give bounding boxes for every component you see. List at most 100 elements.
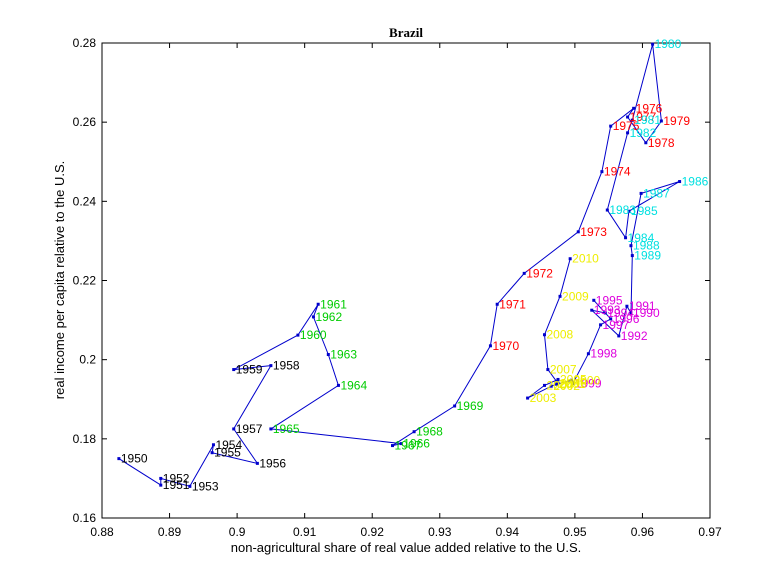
year-label-1995: 1995: [596, 293, 623, 307]
data-point-2010: [568, 257, 572, 261]
y-tick-label: 0.28: [73, 36, 97, 50]
data-point-1975: [609, 124, 613, 128]
year-label-1983: 1983: [609, 203, 636, 217]
data-point-1972: [522, 271, 526, 275]
data-point-1984: [624, 236, 628, 240]
year-label-1978: 1978: [648, 136, 675, 150]
year-label-1979: 1979: [663, 114, 690, 128]
year-label-2005: 2005: [560, 372, 587, 386]
data-point-2000: [570, 378, 574, 382]
year-label-1971: 1971: [499, 297, 526, 311]
data-point-1997: [599, 323, 603, 327]
year-label-1996: 1996: [613, 312, 640, 326]
x-tick-label: 0.88: [90, 525, 114, 539]
data-point-1990: [629, 311, 633, 315]
year-label-1950: 1950: [121, 452, 148, 466]
year-label-2006: 2006: [560, 376, 587, 390]
year-label-1986: 1986: [682, 175, 709, 189]
x-tick-label: 0.93: [428, 525, 452, 539]
data-point-1982: [626, 131, 630, 135]
data-point-1971: [495, 302, 499, 306]
year-label-1992: 1992: [621, 329, 648, 343]
data-point-1979: [659, 119, 663, 123]
x-tick-label: 0.95: [563, 525, 587, 539]
data-point-1962: [311, 315, 315, 319]
year-label-1957: 1957: [236, 422, 263, 436]
year-label-1975: 1975: [613, 119, 640, 133]
x-tick-label: 0.9: [229, 525, 246, 539]
year-label-1994: 1994: [607, 306, 634, 320]
year-label-2009: 2009: [562, 289, 589, 303]
y-tick-label: 0.18: [73, 432, 97, 446]
year-label-1969: 1969: [457, 399, 484, 413]
x-tick-label: 0.94: [496, 525, 520, 539]
year-label-1972: 1972: [526, 266, 553, 280]
y-tick-label: 0.2: [79, 353, 96, 367]
year-label-1960: 1960: [300, 328, 327, 342]
year-label-1963: 1963: [330, 348, 357, 362]
year-label-1985: 1985: [631, 204, 658, 218]
data-point-1955: [210, 451, 214, 455]
y-axis-label: real income per capita relative to the U…: [52, 161, 67, 399]
y-tick-label: 0.22: [73, 274, 97, 288]
data-point-1977: [626, 115, 630, 119]
year-label-1977: 1977: [630, 110, 657, 124]
data-point-1968: [412, 430, 416, 434]
data-point-1957: [232, 427, 236, 431]
data-point-2007: [546, 368, 550, 372]
year-label-1998: 1998: [590, 347, 617, 361]
year-label-1959: 1959: [236, 363, 263, 377]
data-point-1963: [326, 353, 330, 357]
year-label-2010: 2010: [572, 252, 599, 266]
data-point-1953: [188, 484, 192, 488]
data-point-1969: [453, 404, 457, 408]
data-point-1996: [609, 317, 613, 321]
y-tick-label: 0.16: [73, 511, 97, 525]
x-tick-label: 0.89: [158, 525, 182, 539]
year-label-1993: 1993: [594, 303, 621, 317]
y-tick-label: 0.24: [73, 194, 97, 208]
data-point-1993: [590, 308, 594, 312]
data-point-2005: [556, 377, 560, 381]
data-point-1970: [488, 344, 492, 348]
data-point-2008: [542, 333, 546, 337]
data-point-1961: [316, 302, 320, 306]
data-point-1954: [211, 443, 215, 447]
year-label-1961: 1961: [320, 297, 347, 311]
year-label-1962: 1962: [315, 310, 342, 324]
year-label-1976: 1976: [636, 101, 663, 115]
data-point-1987: [639, 191, 643, 195]
year-label-2004: 2004: [546, 378, 573, 392]
data-point-1973: [576, 230, 580, 234]
year-label-1990: 1990: [633, 306, 660, 320]
data-point-1976: [632, 106, 636, 110]
year-label-1968: 1968: [416, 425, 443, 439]
year-label-1991: 1991: [629, 299, 656, 313]
year-label-1952: 1952: [163, 471, 190, 485]
data-point-1966: [399, 442, 403, 446]
data-point-1958: [269, 364, 273, 368]
year-label-1970: 1970: [492, 339, 519, 353]
x-tick-label: 0.91: [293, 525, 317, 539]
data-point-2003: [526, 396, 530, 400]
data-point-1981: [630, 118, 634, 122]
data-point-2004: [542, 383, 546, 387]
year-label-2001: 2001: [559, 377, 586, 391]
year-label-1982: 1982: [630, 126, 657, 140]
data-point-2006: [556, 381, 560, 385]
data-point-1985: [627, 209, 631, 213]
data-point-1959: [232, 368, 236, 372]
x-axis-label: non-agricultural share of real value add…: [231, 540, 581, 555]
year-label-1951: 1951: [163, 478, 190, 492]
plot-area: [101, 42, 711, 519]
year-label-1989: 1989: [634, 249, 661, 263]
year-label-1956: 1956: [259, 456, 286, 470]
year-label-1997: 1997: [603, 318, 630, 332]
data-point-1950: [117, 457, 121, 461]
data-point-1991: [625, 304, 629, 308]
data-point-1951: [159, 483, 163, 487]
year-label-1987: 1987: [643, 186, 670, 200]
data-point-1956: [255, 461, 259, 465]
